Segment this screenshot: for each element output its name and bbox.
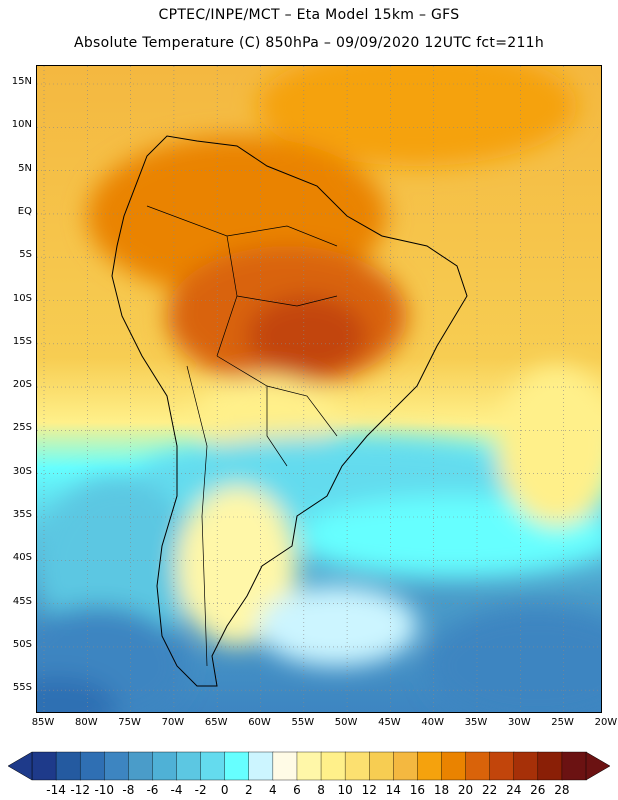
colorbar-cells (31, 751, 587, 781)
longitude-label: 20W (594, 717, 618, 728)
colorbar-cell (79, 751, 105, 781)
hot-core-central-brazil (247, 296, 367, 376)
mild-field-patagonia (177, 486, 297, 646)
colorbar-tick-label: -8 (122, 783, 135, 797)
colorbar-cell (272, 751, 298, 781)
mild-field-east-atlantic (497, 366, 601, 526)
map-canvas (37, 66, 601, 712)
colorbar-tick-label: -2 (194, 783, 207, 797)
longitude-label: 50W (334, 717, 358, 728)
colorbar-cell (320, 751, 346, 781)
latitude-label: 30S (12, 465, 32, 477)
colorbar-tick-label: 4 (269, 783, 277, 797)
latitude-label: 50S (12, 638, 32, 650)
longitude-label: 40W (421, 717, 444, 728)
colorbar-tick-label: 2 (244, 783, 253, 797)
colorbar-tick-label: 14 (385, 783, 401, 797)
longitude-label: 75W (118, 717, 141, 728)
longitude-label: 60W (248, 717, 271, 728)
colorbar-left-arrow (7, 751, 33, 781)
latitude-label: 5N (18, 162, 32, 174)
chart-title-line-2: Absolute Temperature (C) 850hPa – 09/09/… (73, 35, 545, 51)
latitude-label: 5S (19, 249, 32, 261)
colorbar-cell (513, 751, 539, 781)
colorbar-tick-label: 12 (361, 783, 377, 797)
cold-band-east (297, 496, 601, 576)
colorbar-tick-label: -14 (46, 783, 66, 797)
latitude-label: 20S (12, 379, 32, 391)
colorbar-cell (152, 751, 178, 781)
country-borders (146, 205, 338, 667)
longitude-label: 35W (464, 717, 488, 728)
latitude-label: 40S (12, 552, 32, 564)
colorbar-cell (296, 751, 322, 781)
longitude-label: 25W (551, 717, 574, 728)
colorbar-tick-label: 18 (433, 783, 450, 797)
colorbar-cell (176, 751, 202, 781)
latitude-label: 15N (11, 76, 32, 87)
colorbar (7, 751, 611, 781)
longitude-label: 30W (507, 717, 531, 728)
colorbar-cell (393, 751, 419, 781)
colorbar-cell (489, 751, 515, 781)
colorbar-tick-label: 26 (530, 783, 546, 797)
colorbar-cell (344, 751, 370, 781)
coastline-south-america (111, 135, 468, 687)
coldest-field (37, 676, 117, 712)
colorbar-tick-label: 0 (220, 783, 229, 797)
colorbar-tick-label: 10 (337, 783, 353, 797)
colorbar-cell (55, 751, 81, 781)
temperature-map[interactable] (36, 65, 602, 713)
colorbar-tick-label: 8 (317, 783, 325, 797)
longitude-label: 65W (204, 717, 228, 728)
warm-field-north (257, 66, 577, 166)
longitude-label: 80W (74, 717, 98, 728)
latitude-label: 35S (12, 509, 32, 520)
colorbar-tick-label: -10 (94, 783, 115, 797)
colorbar-tick-label: 24 (506, 783, 522, 797)
colorbar-tick-label: -6 (146, 783, 159, 797)
chart-title-line-1: CPTEC/INPE/MCT – Eta Model 15km – GFS (158, 7, 460, 23)
colorbar-tick-label: 20 (457, 783, 474, 797)
colorbar-tick-label: -4 (170, 783, 183, 797)
latitude-label: 45S (12, 595, 32, 607)
latitude-label: 25S (12, 422, 32, 434)
longitude-label: 55W (291, 717, 315, 728)
latitude-label: 10S (12, 292, 32, 304)
colorbar-tick-label: 6 (293, 783, 301, 797)
colorbar-cell (369, 751, 395, 781)
colorbar-cell (200, 751, 226, 781)
colorbar-cell (128, 751, 154, 781)
latitude-label: 15S (12, 335, 32, 347)
colorbar-right-arrow (585, 751, 611, 781)
colorbar-cell (417, 751, 443, 781)
longitude-label: 45W (378, 717, 401, 728)
longitude-label: 70W (161, 717, 185, 728)
cold-field-southeast (427, 606, 601, 712)
colorbar-cell (537, 751, 563, 781)
temperature-field (37, 66, 601, 712)
latitude-label: EQ (17, 205, 32, 217)
colorbar-tick-label: -12 (70, 783, 90, 797)
latitude-label: 55S (12, 682, 32, 694)
map-gridlines (37, 66, 601, 712)
longitude-label: 85W (31, 717, 55, 728)
latitude-label: 10N (11, 119, 32, 131)
colorbar-cell (248, 751, 274, 781)
colorbar-cell (441, 751, 467, 781)
colorbar-cell (465, 751, 491, 781)
cool-field-argentine-sea (257, 586, 417, 666)
colorbar-tick-label: 28 (554, 783, 570, 797)
colorbar-cell (31, 751, 57, 781)
colorbar-cell (104, 751, 130, 781)
colorbar-cell (561, 751, 587, 781)
colorbar-cell (224, 751, 250, 781)
colorbar-tick-label: 16 (409, 783, 426, 797)
colorbar-tick-label: 22 (482, 783, 498, 797)
